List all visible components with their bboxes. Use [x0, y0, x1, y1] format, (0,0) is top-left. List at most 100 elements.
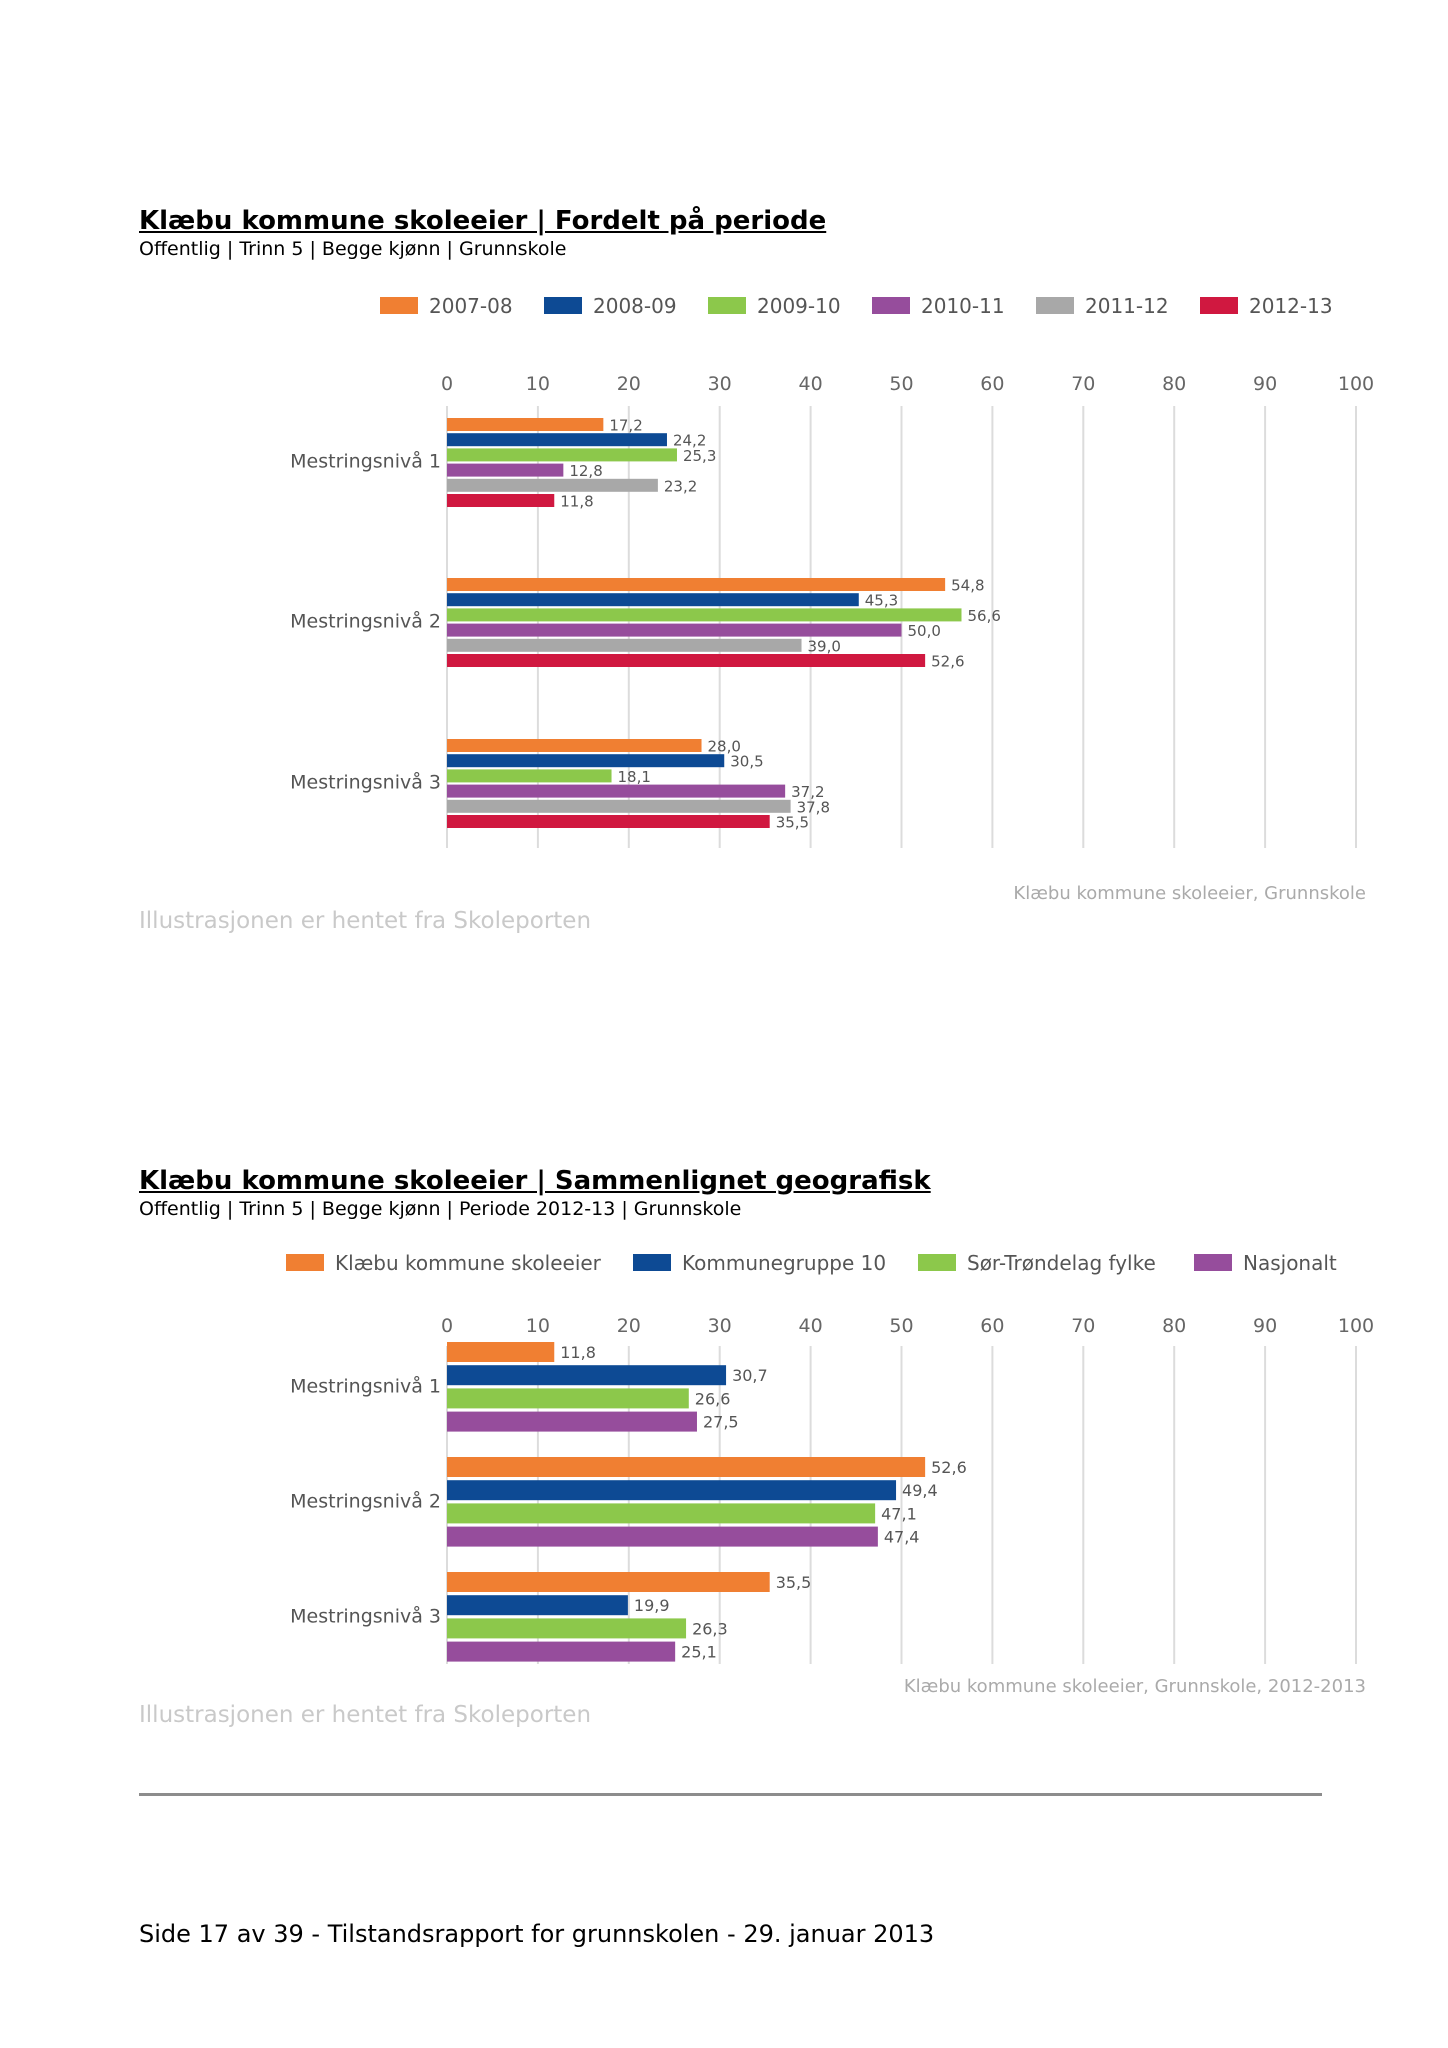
chart2-legend-swatch-1 [633, 1254, 671, 1271]
chart1-bar-2-0 [447, 739, 702, 752]
chart2-category-label-1: Mestringsnivå 2 [290, 1489, 441, 1512]
chart1-tick-label-0: 0 [441, 373, 453, 395]
chart2-bar-1-3 [447, 1526, 878, 1547]
chart2-bar-2-0 [447, 1572, 770, 1592]
chart1-data-label-0-1: 24,2 [673, 432, 706, 450]
chart2-credit: Illustrasjonen er hentet fra Skoleporten [139, 1702, 592, 1728]
chart1-legend-swatch-2 [708, 297, 746, 314]
chart1-credit: Illustrasjonen er hentet fra Skoleporten [139, 908, 592, 934]
chart1-tick-label-1: 10 [526, 373, 550, 395]
chart1-bar-0-5 [447, 494, 555, 507]
chart2-tick-label-2: 20 [617, 1315, 641, 1337]
chart1-legend-swatch-3 [872, 297, 910, 314]
chart2-tick-label-6: 60 [980, 1315, 1004, 1337]
chart1-subtitle: Offentlig | Trinn 5 | Begge kjønn | Grun… [139, 238, 567, 260]
chart1-data-label-2-3: 37,2 [791, 783, 824, 801]
chart2-bar-0-2 [447, 1388, 689, 1409]
chart2-bar-2-2 [447, 1618, 687, 1639]
chart2-data-label-2-3: 25,1 [681, 1643, 717, 1662]
chart2-bar-1-1 [447, 1480, 897, 1501]
chart2-data-label-1-3: 47,4 [884, 1528, 920, 1547]
chart2-legend-swatch-0 [286, 1254, 324, 1271]
chart1-legend-swatch-4 [1036, 297, 1074, 314]
footer-divider [139, 1793, 1322, 1796]
chart1-legend-label-0: 2007-08 [429, 294, 513, 318]
chart2-legend-swatch-3 [1194, 1254, 1232, 1271]
chart1-data-label-2-2: 18,1 [618, 768, 651, 786]
chart1-legend-swatch-1 [544, 297, 582, 314]
chart1-bar-2-5 [447, 815, 770, 828]
chart2-category-label-0: Mestringsnivå 1 [290, 1374, 441, 1397]
chart1-tick-label-10: 100 [1338, 373, 1374, 395]
chart1-data-label-0-5: 11,8 [560, 493, 593, 511]
chart1-bar-1-3 [447, 623, 902, 637]
chart2-plot: Klæbu kommune skoleeier Kommunegruppe 10 S… [286, 1251, 1374, 1697]
chart2-data-label-2-2: 26,3 [692, 1619, 728, 1638]
chart2-tick-label-9: 90 [1253, 1315, 1277, 1337]
chart1-bar-0-4 [447, 478, 658, 492]
chart2-data-label-1-2: 47,1 [881, 1504, 917, 1523]
chart2-tick-label-4: 40 [799, 1315, 823, 1337]
chart2-data-label-1-0: 52,6 [931, 1458, 967, 1477]
chart2-data-label-0-0: 11,8 [560, 1343, 596, 1362]
chart1-legend-label-1: 2008-09 [593, 294, 677, 318]
chart1-bar-0-3 [447, 463, 564, 477]
chart1-data-label-2-0: 28,0 [708, 738, 741, 756]
chart1-data-label-0-3: 12,8 [569, 462, 602, 480]
chart1-data-label-2-5: 35,5 [776, 814, 809, 832]
chart1-bar-0-0 [447, 418, 604, 431]
page-footer: Side 17 av 39 - Tilstandsrapport for gru… [139, 1920, 935, 1948]
chart2-bar-2-3 [447, 1641, 676, 1662]
chart1-title: Klæbu kommune skoleeier | Fordelt på per… [139, 206, 827, 236]
chart2-tick-label-0: 0 [441, 1315, 453, 1337]
chart2-bar-0-0 [447, 1342, 555, 1362]
chart2-tick-label-5: 50 [889, 1315, 913, 1337]
chart1-plot: 2007-08 2008-09 2009-10 2010-11 2011-12 2012-… [290, 294, 1374, 904]
chart1-legend-label-5: 2012-13 [1249, 294, 1333, 318]
chart2-subtitle: Offentlig | Trinn 5 | Begge kjønn | Peri… [139, 1198, 742, 1220]
chart2-bar-2-1 [447, 1595, 628, 1616]
chart2-legend-swatch-2 [918, 1254, 956, 1271]
chart1-data-label-0-4: 23,2 [664, 477, 697, 495]
chart1-data-label-1-5: 52,6 [931, 653, 964, 671]
chart2-source-label: Klæbu kommune skoleeier, Grunnskole, 201… [904, 1676, 1366, 1697]
chart2-tick-label-8: 80 [1162, 1315, 1186, 1337]
chart1-category-label-2: Mestringsnivå 3 [290, 771, 441, 794]
chart2-category-label-2: Mestringsnivå 3 [290, 1604, 441, 1627]
chart2-data-label-0-1: 30,7 [732, 1366, 768, 1385]
chart1-legend-label-2: 2009-10 [757, 294, 841, 318]
chart2-tick-label-3: 30 [708, 1315, 732, 1337]
chart1-legend-label-3: 2010-11 [921, 294, 1005, 318]
chart2-legend-label-2: Sør-Trøndelag fylke [967, 1251, 1156, 1275]
chart1-bar-1-4 [447, 638, 802, 652]
chart1-data-label-1-0: 54,8 [951, 577, 984, 595]
chart2-title: Klæbu kommune skoleeier | Sammenlignet g… [139, 1166, 931, 1196]
chart2-tick-label-1: 10 [526, 1315, 550, 1337]
chart2-tick-label-7: 70 [1071, 1315, 1095, 1337]
chart2-data-label-2-0: 35,5 [776, 1573, 812, 1592]
chart1-data-label-1-4: 39,0 [808, 637, 841, 655]
chart1-tick-label-9: 90 [1253, 373, 1277, 395]
chart2-data-label-1-1: 49,4 [902, 1481, 938, 1500]
chart1-bar-0-2 [447, 448, 677, 462]
chart1-bar-2-2 [447, 769, 612, 783]
chart1-category-label-1: Mestringsnivå 2 [290, 610, 441, 633]
chart1-tick-label-7: 70 [1071, 373, 1095, 395]
chart1-tick-label-2: 20 [617, 373, 641, 395]
chart1-bar-1-0 [447, 578, 946, 591]
chart2-legend-label-0: Klæbu kommune skoleeier [335, 1251, 602, 1275]
chart1-bar-2-1 [447, 754, 725, 768]
chart1-legend-swatch-0 [380, 297, 418, 314]
chart1-data-label-1-2: 56,6 [967, 607, 1000, 625]
chart1-data-label-2-1: 30,5 [730, 753, 763, 771]
chart1-bar-2-3 [447, 784, 786, 798]
chart1-legend-label-4: 2011-12 [1085, 294, 1169, 318]
chart2-bar-1-0 [447, 1457, 926, 1477]
chart1-tick-label-4: 40 [799, 373, 823, 395]
chart1-data-label-1-3: 50,0 [908, 622, 941, 640]
chart2-tick-label-10: 100 [1338, 1315, 1374, 1337]
chart1-tick-label-8: 80 [1162, 373, 1186, 395]
chart2-legend-label-1: Kommunegruppe 10 [682, 1251, 886, 1275]
chart1-bar-1-2 [447, 608, 962, 622]
chart2-bar-0-1 [447, 1365, 727, 1386]
